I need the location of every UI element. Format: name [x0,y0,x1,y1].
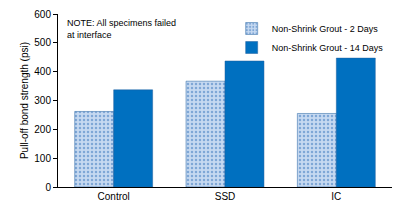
svg-text:SSD: SSD [215,191,236,202]
svg-text:600: 600 [34,9,51,20]
svg-text:IC: IC [331,191,341,202]
svg-text:NOTE: All specimens failedat i: NOTE: All specimens failedat interface [67,18,176,40]
svg-text:Non-Shrink Grout - 2 Days: Non-Shrink Grout - 2 Days [272,24,379,34]
svg-text:500: 500 [34,37,51,48]
svg-text:100: 100 [34,153,51,164]
svg-text:Pull-off bond strength (psi): Pull-off bond strength (psi) [19,42,30,159]
svg-text:Non-Shrink Grout - 14 Days: Non-Shrink Grout - 14 Days [272,43,384,53]
svg-text:Control: Control [98,191,130,202]
svg-text:0: 0 [45,182,51,193]
svg-text:200: 200 [34,124,51,135]
svg-text:400: 400 [34,66,51,77]
svg-text:300: 300 [34,95,51,106]
